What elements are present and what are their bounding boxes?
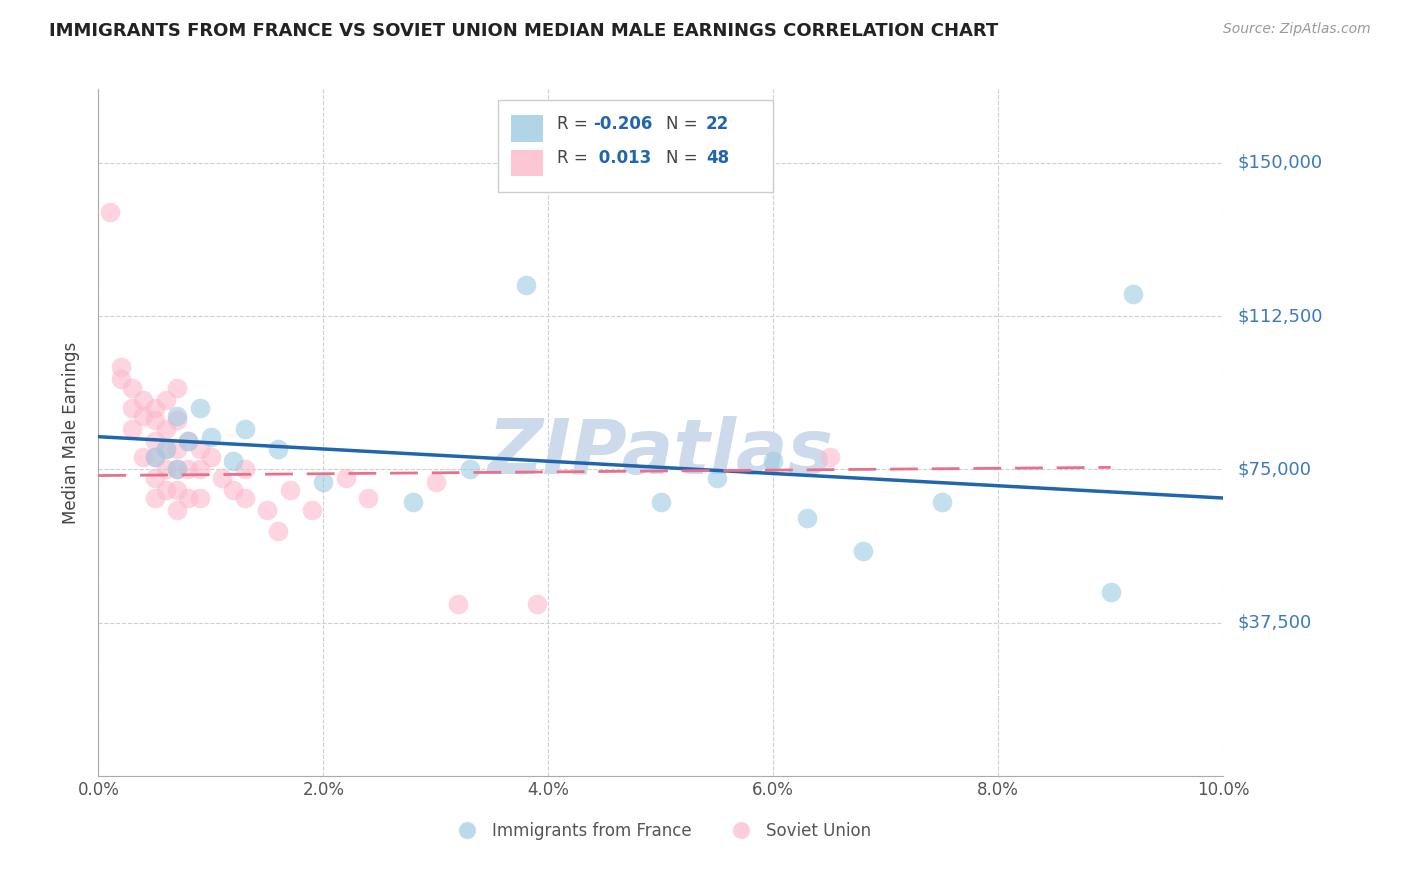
Point xyxy=(143,470,166,484)
Point xyxy=(177,434,200,448)
Point xyxy=(177,462,200,476)
Point xyxy=(166,483,188,497)
Text: $37,500: $37,500 xyxy=(1237,614,1312,632)
Point xyxy=(121,381,143,395)
Point xyxy=(425,475,447,489)
FancyBboxPatch shape xyxy=(512,150,543,177)
Text: $112,500: $112,500 xyxy=(1237,307,1323,325)
FancyBboxPatch shape xyxy=(512,115,543,142)
Text: -0.206: -0.206 xyxy=(593,114,652,133)
Point xyxy=(143,450,166,464)
Point xyxy=(312,475,335,489)
Point xyxy=(177,434,200,448)
Point xyxy=(143,450,166,464)
Text: N =: N = xyxy=(666,149,703,167)
Point xyxy=(110,372,132,386)
Point xyxy=(110,360,132,375)
Text: 22: 22 xyxy=(706,114,730,133)
Point xyxy=(155,442,177,456)
Point xyxy=(458,462,481,476)
Point xyxy=(211,470,233,484)
Point xyxy=(818,450,841,464)
Point xyxy=(166,442,188,456)
Point xyxy=(267,524,290,538)
Point xyxy=(143,434,166,448)
Point xyxy=(121,421,143,435)
Point xyxy=(188,401,211,415)
Point xyxy=(526,598,548,612)
Text: IMMIGRANTS FROM FRANCE VS SOVIET UNION MEDIAN MALE EARNINGS CORRELATION CHART: IMMIGRANTS FROM FRANCE VS SOVIET UNION M… xyxy=(49,22,998,40)
Point xyxy=(233,462,256,476)
Text: $75,000: $75,000 xyxy=(1237,460,1312,478)
Point xyxy=(222,454,245,468)
Point xyxy=(121,401,143,415)
Point xyxy=(98,204,121,219)
Point xyxy=(852,544,875,558)
Point xyxy=(132,409,155,424)
Point xyxy=(301,503,323,517)
Point xyxy=(762,454,785,468)
Point xyxy=(166,503,188,517)
Point xyxy=(233,491,256,505)
Point xyxy=(1122,286,1144,301)
Point xyxy=(155,462,177,476)
Point xyxy=(222,483,245,497)
Point xyxy=(155,421,177,435)
Point xyxy=(166,413,188,427)
Point xyxy=(267,442,290,456)
Point xyxy=(278,483,301,497)
FancyBboxPatch shape xyxy=(498,100,773,193)
Point xyxy=(188,491,211,505)
Point xyxy=(706,470,728,484)
Text: ZIPatlas: ZIPatlas xyxy=(488,417,834,491)
Point xyxy=(143,401,166,415)
Point xyxy=(177,491,200,505)
Y-axis label: Median Male Earnings: Median Male Earnings xyxy=(62,342,80,524)
Point xyxy=(155,483,177,497)
Text: Source: ZipAtlas.com: Source: ZipAtlas.com xyxy=(1223,22,1371,37)
Point xyxy=(447,598,470,612)
Point xyxy=(931,495,953,509)
Point xyxy=(402,495,425,509)
Point xyxy=(166,462,188,476)
Legend: Immigrants from France, Soviet Union: Immigrants from France, Soviet Union xyxy=(443,815,879,847)
Point xyxy=(155,392,177,407)
Text: 0.013: 0.013 xyxy=(593,149,651,167)
Point xyxy=(200,430,222,444)
Point xyxy=(335,470,357,484)
Point xyxy=(188,442,211,456)
Point xyxy=(650,495,672,509)
Point xyxy=(796,511,818,525)
Text: R =: R = xyxy=(557,149,593,167)
Point xyxy=(233,421,256,435)
Text: R =: R = xyxy=(557,114,593,133)
Text: $150,000: $150,000 xyxy=(1237,153,1322,172)
Point xyxy=(200,450,222,464)
Point xyxy=(188,462,211,476)
Point xyxy=(357,491,380,505)
Point xyxy=(166,381,188,395)
Point xyxy=(256,503,278,517)
Point xyxy=(166,409,188,424)
Point xyxy=(515,278,537,293)
Point xyxy=(132,450,155,464)
Point xyxy=(143,413,166,427)
Point xyxy=(155,442,177,456)
Point xyxy=(1099,585,1122,599)
Point xyxy=(166,462,188,476)
Text: 48: 48 xyxy=(706,149,728,167)
Text: N =: N = xyxy=(666,114,703,133)
Point xyxy=(143,491,166,505)
Point xyxy=(132,392,155,407)
